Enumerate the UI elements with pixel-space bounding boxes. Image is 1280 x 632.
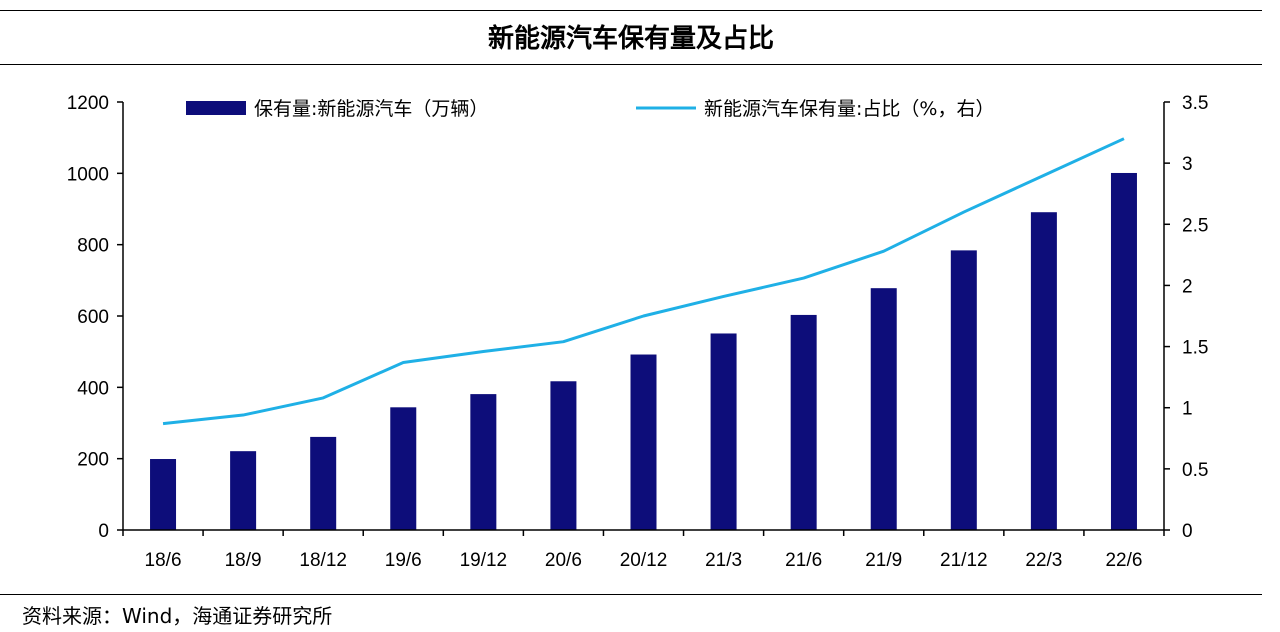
x-tick-label: 19/6 [385,550,422,571]
x-tick-label: 21/6 [785,550,822,571]
chart-title: 新能源汽车保有量及占比 [487,24,774,54]
right-tick-label: 1.5 [1182,338,1208,359]
bar-21/12 [950,250,977,530]
left-tick-label: 400 [77,378,109,399]
x-tick-label: 22/6 [1105,550,1142,571]
right-tick-label: 2 [1182,276,1193,297]
bar-18/9 [230,451,257,530]
right-tick-label: 3 [1182,154,1193,175]
x-tick-label: 19/12 [460,550,508,571]
left-tick-label: 0 [98,521,109,542]
left-tick-label: 200 [77,450,109,471]
left-tick-label: 1200 [67,93,109,114]
bar-19/6 [390,407,417,530]
left-tick-label: 1000 [67,164,109,185]
x-tick-label: 22/3 [1025,550,1062,571]
bar-21/9 [870,288,897,530]
legend: 保有量:新能源汽车（万辆） 新能源汽车保有量:占比（%，右） [186,98,994,120]
right-tick-label: 2.5 [1182,215,1208,236]
bar-18/12 [310,436,337,530]
right-tick-label: 1 [1182,399,1193,420]
x-tick-label: 21/12 [940,550,988,571]
share-line [162,137,1125,426]
right-tick-label: 3.5 [1182,93,1208,114]
x-tick-label: 21/9 [865,550,902,571]
right-tick-label: 0 [1182,521,1193,542]
x-tick-label: 18/6 [145,550,182,571]
bar-21/3 [710,333,737,530]
left-tick-label: 600 [77,307,109,328]
top-rule [0,10,1262,11]
bar-22/3 [1030,212,1057,530]
x-tick-label: 18/12 [299,550,347,571]
legend-line-label: 新能源汽车保有量:占比（%，右） [704,98,994,120]
bar-22/6 [1110,172,1137,530]
bar-19/12 [470,394,497,530]
left-tick-label: 800 [77,236,109,257]
legend-bar-label: 保有量:新能源汽车（万辆） [254,98,488,120]
legend-bar-swatch [186,101,246,115]
bar-21/6 [790,314,817,530]
bar-20/12 [630,354,657,530]
x-tick-label: 20/6 [545,550,582,571]
x-tick-label: 20/12 [620,550,668,571]
x-tick-label: 21/3 [705,550,742,571]
title-underline-rule [0,64,1262,65]
line-layer [162,137,1125,426]
chart: 0 200 400 600 800 1000 1200 0 0.5 1 1.5 2 2.5 3 3.5 18/… [67,93,1209,571]
x-tick-label: 18/9 [225,550,262,571]
bars-layer [150,172,1137,530]
bottom-rule [0,594,1262,595]
right-tick-label: 0.5 [1182,460,1208,481]
bar-18/6 [150,459,177,530]
source-note: 资料来源：Wind，海通证券研究所 [22,604,333,628]
axes-layer: 0 200 400 600 800 1000 1200 0 0.5 1 1.5 2 2.5 3 3.5 18/… [67,93,1209,571]
bar-20/6 [550,381,577,530]
